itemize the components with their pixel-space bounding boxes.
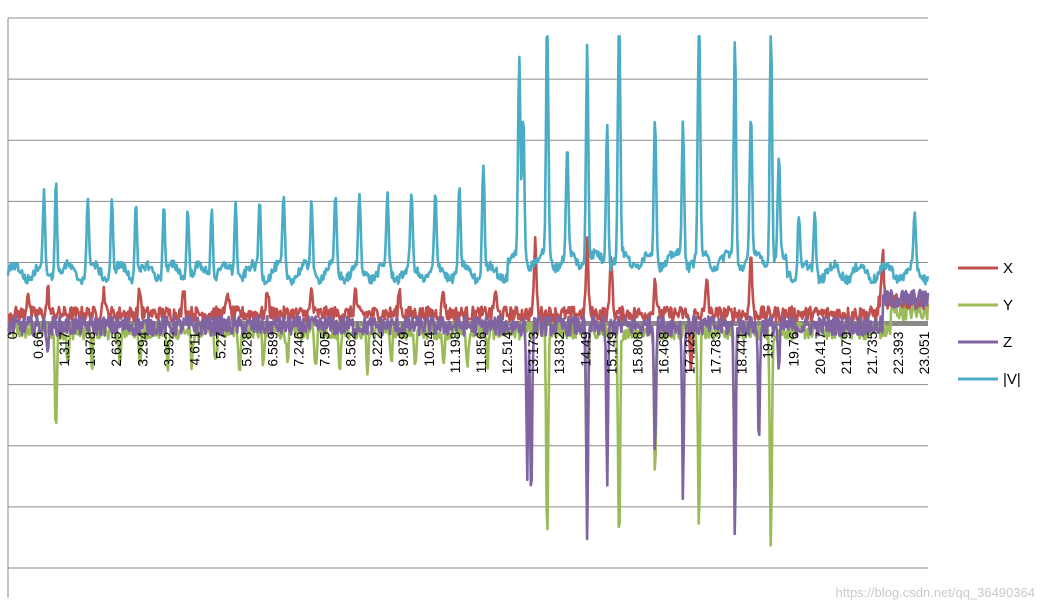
x-tick-label: 17.123	[682, 331, 698, 374]
x-tick-label: 6.589	[265, 331, 281, 366]
x-tick-label: 8.562	[343, 331, 359, 366]
x-tick-label: 5.27	[213, 331, 229, 358]
x-tick-label: 5.928	[239, 331, 255, 366]
watermark: https://blog.csdn.net/qq_36490364	[835, 585, 1036, 600]
x-tick-label: 21.735	[864, 331, 880, 374]
x-tick-label: 17.783	[708, 331, 724, 374]
x-tick-label: 11.856	[473, 331, 489, 373]
x-tick-label: 10.54	[421, 331, 437, 366]
x-tick-label: 0.66	[30, 331, 46, 358]
x-tick-label: 15.808	[629, 331, 645, 374]
legend-label: Z	[1003, 334, 1012, 351]
legend: X Y Z |V|	[958, 260, 1021, 388]
series-line-z	[7, 288, 930, 541]
x-tick-label: 23.051	[916, 331, 932, 374]
x-tick-label: 14.49	[577, 331, 593, 366]
x-tick-label: 21.079	[838, 331, 854, 374]
x-tick-label: 19.1	[760, 331, 776, 358]
x-tick-label: 1.978	[82, 331, 98, 366]
x-tick-label: 13.832	[551, 331, 567, 374]
x-tick-label: 15.149	[603, 331, 619, 374]
series-line-v	[6, 34, 930, 286]
x-tick-label: 3.294	[134, 331, 150, 366]
x-tick-label: 0	[4, 331, 20, 339]
x-tick-label: 16.468	[655, 331, 671, 374]
series-line-x	[7, 235, 930, 372]
x-tick-label: 7.905	[317, 331, 333, 366]
x-tick-label: 18.441	[734, 331, 750, 374]
x-tick-label: 1.317	[56, 331, 72, 366]
legend-label: |V|	[1003, 371, 1021, 388]
x-tick-label: 20.417	[812, 331, 828, 374]
x-tick-label: 22.393	[890, 331, 906, 374]
series-layer	[6, 34, 930, 547]
legend-label: Y	[1003, 297, 1013, 314]
legend-label: X	[1003, 260, 1013, 277]
x-tick-label: 7.246	[291, 331, 307, 366]
x-tick-label: 3.952	[160, 331, 176, 366]
x-tick-label: 9.222	[369, 331, 385, 366]
x-tick-label: 13.173	[525, 331, 541, 374]
x-tick-label: 11.198	[447, 331, 463, 373]
x-tick-labels: 0 0.66 1.317 1.978 2.635 3.294 3.952 4.611 5.27 5…	[4, 331, 932, 374]
x-tick-label: 9.879	[395, 331, 411, 366]
x-tick-label: 2.635	[108, 331, 124, 366]
x-tick-label: 12.514	[499, 331, 515, 374]
x-tick-label: 19.76	[786, 331, 802, 366]
x-tick-label: 4.611	[186, 331, 202, 365]
